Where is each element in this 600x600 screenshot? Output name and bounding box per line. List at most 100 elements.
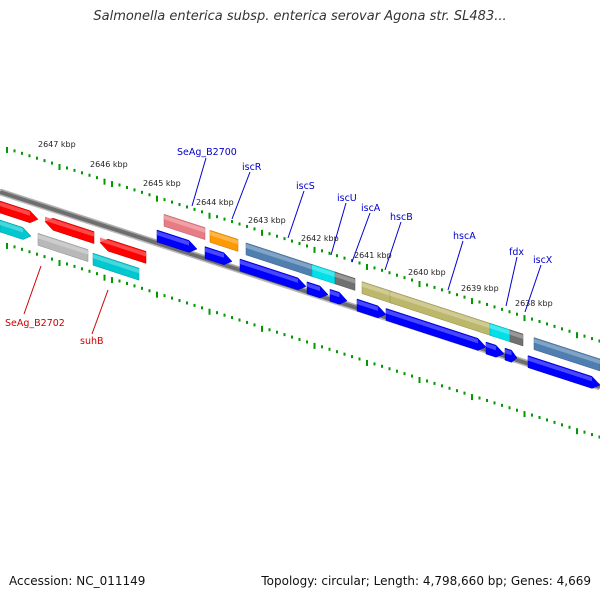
gc-skew-mark [388, 271, 391, 275]
gc-skew-mark [523, 411, 526, 418]
cds-arrow[interactable] [329, 288, 348, 305]
gc-skew-mark [141, 286, 143, 290]
gc-skew-mark [336, 254, 338, 258]
ruler-tick-label: 2646 kbp [90, 160, 128, 169]
gene-block-fdx[interactable] [489, 322, 513, 343]
leader-line [231, 171, 251, 220]
gc-skew-mark [516, 408, 518, 412]
ruler-tick-label: 2644 kbp [196, 198, 234, 207]
cds-arrow[interactable] [356, 298, 387, 319]
gc-skew-mark [268, 328, 271, 332]
gc-skew-mark [43, 159, 46, 163]
gc-skew-mark [493, 305, 496, 309]
gc-skew-mark [576, 428, 578, 435]
gene-label-seag-b2702[interactable]: SeAg_B2702 [5, 318, 65, 329]
gc-skew-mark [373, 362, 376, 366]
gc-skew-mark [156, 195, 158, 202]
cds-arrow[interactable] [504, 347, 518, 363]
gc-skew-mark [546, 322, 548, 326]
gc-skew-mark [186, 205, 188, 209]
gc-skew-mark [538, 416, 541, 420]
ruler: 2647 kbp 2646 kbp 2645 kbp 2644 kbp 2643… [38, 140, 553, 308]
gene-label-seag-b2700[interactable]: SeAg_B2700 [177, 147, 237, 158]
gc-skew-mark [583, 334, 586, 338]
gene-block-iscr[interactable] [209, 229, 239, 252]
gene-block-isca[interactable] [334, 271, 356, 291]
cds-arrow[interactable] [156, 229, 198, 253]
gc-skew-mark [43, 255, 46, 259]
gene-label-iscr[interactable]: iscR [242, 162, 262, 173]
cds-arrow[interactable] [204, 246, 233, 266]
gene-label-iscs[interactable]: iscS [296, 181, 315, 192]
gc-skew-mark [426, 379, 428, 383]
gene-label-isca[interactable]: iscA [361, 203, 381, 214]
gene-leader-lines [23, 157, 542, 335]
gc-skew-mark [208, 212, 211, 219]
gc-skew-mark [111, 181, 113, 188]
gc-skew-mark [96, 272, 98, 276]
ruler-tick-label: 2643 kbp [248, 216, 286, 225]
gene-label-fdx[interactable]: fdx [509, 247, 524, 258]
gene-label-hsca[interactable]: hscA [453, 231, 476, 242]
cds-arrow[interactable] [485, 341, 505, 358]
gene-block-red[interactable] [99, 237, 147, 264]
leader-line [191, 157, 207, 207]
gc-skew-mark [88, 173, 91, 177]
gc-skew-mark [298, 338, 301, 342]
gc-skew-mark [216, 311, 218, 315]
gc-skew-mark [28, 250, 31, 254]
cds-arrow[interactable] [385, 308, 487, 351]
gc-skew-mark [501, 403, 503, 407]
gene-block-next[interactable] [533, 337, 600, 372]
gc-skew-mark [163, 198, 166, 202]
gene-block-hscb[interactable] [361, 281, 393, 304]
cds-arrow[interactable] [527, 355, 600, 389]
leader-line [330, 202, 347, 256]
gc-skew-mark [471, 394, 473, 401]
gc-skew-mark [283, 237, 286, 241]
gc-skew-mark [313, 342, 316, 349]
gc-skew-mark [591, 433, 593, 437]
cds-arrow[interactable] [239, 258, 307, 291]
gene-block-iscu[interactable] [311, 264, 338, 285]
gc-skew-mark [426, 283, 428, 287]
gene-block-suhb[interactable] [92, 252, 140, 281]
gc-skew-mark [118, 183, 121, 187]
gc-skew-mark [193, 207, 196, 211]
gene-label-iscx[interactable]: iscX [533, 255, 553, 266]
gc-skew-mark [306, 244, 308, 248]
gene-block-seag-b2702[interactable] [0, 200, 39, 224]
gc-skew-mark [336, 350, 338, 354]
ruler-tick-label: 2647 kbp [38, 140, 76, 149]
gene-label-iscu[interactable]: iscU [337, 193, 357, 204]
gc-skew-mark [381, 364, 383, 368]
gc-skew-mark [478, 300, 481, 304]
gc-skew-mark [343, 256, 346, 260]
gc-skew-mark [591, 337, 593, 341]
gc-skew-mark [118, 279, 121, 283]
gc-skew-mark [516, 312, 518, 316]
feature-track [0, 200, 600, 389]
cds-arrow[interactable] [306, 281, 329, 299]
gc-skew-mark [178, 203, 181, 207]
ruler-tick-label: 2645 kbp [143, 179, 181, 188]
gc-skew-mark [366, 263, 368, 270]
gc-skew-mark [328, 347, 331, 351]
gene-block-iscx[interactable] [509, 329, 524, 347]
gc-skew-mark [36, 252, 38, 256]
gc-skew-mark [126, 281, 128, 285]
gene-label-hscb[interactable]: hscB [390, 212, 413, 223]
ruler-tick-label: 2641 kbp [354, 251, 392, 260]
gene-label-suhb[interactable]: suhB [80, 336, 104, 347]
gc-skew-mark [321, 249, 323, 253]
gc-skew-mark [13, 245, 16, 249]
page-title: Salmonella enterica subsp. enterica sero… [93, 9, 507, 24]
gene-block-seag-b2700[interactable] [163, 213, 206, 240]
gene-block-red[interactable] [44, 216, 95, 244]
gene-block-grey[interactable] [37, 232, 89, 262]
gc-skew-mark [261, 325, 263, 332]
gene-block-cyan[interactable] [0, 219, 32, 240]
gc-skew-mark [523, 315, 526, 322]
gc-skew-mark [568, 425, 571, 429]
gc-skew-mark [328, 251, 331, 255]
